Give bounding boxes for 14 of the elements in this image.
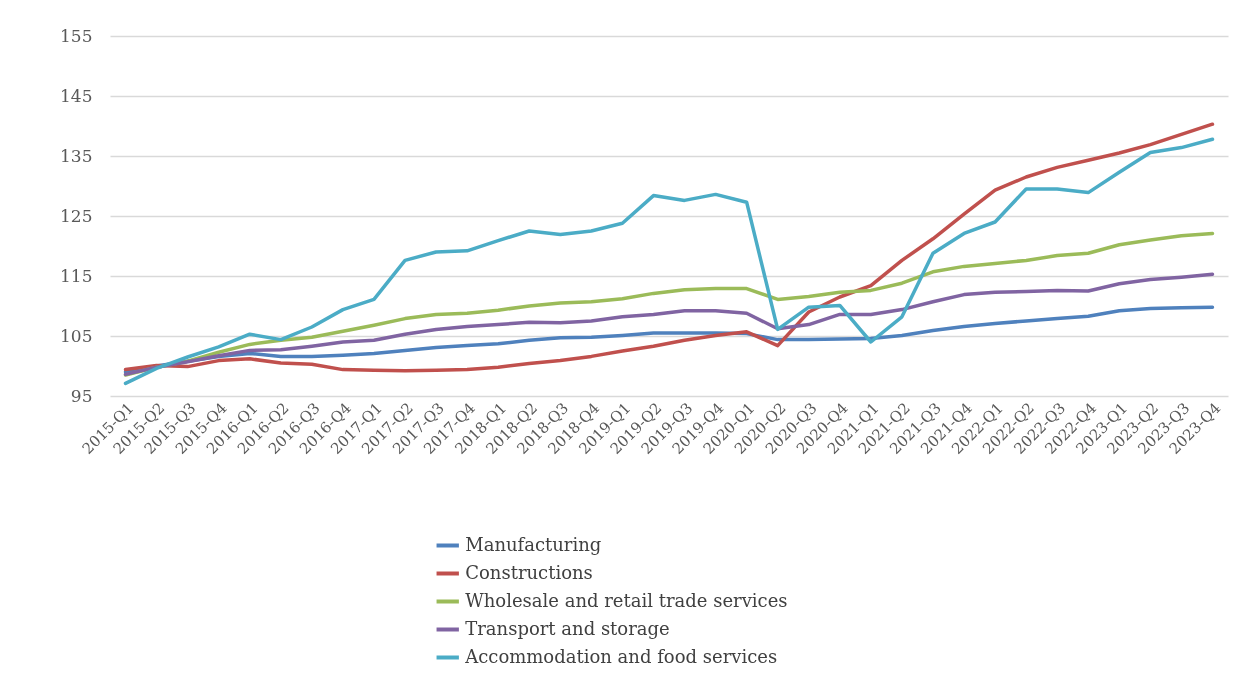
y-tick-label: 95 [70,385,93,406]
y-tick-label: 115 [60,265,93,286]
legend-label: Wholesale and retail trade services [465,589,788,611]
y-tick-label: 145 [60,85,93,106]
legend-label: Accommodation and food services [464,645,778,667]
legend-label: Transport and storage [465,617,670,639]
y-tick-label: 135 [60,145,93,166]
legend-label: Manufacturing [465,533,602,555]
line-series [123,231,1215,377]
legend-label: Constructions [465,561,593,583]
line-series [123,272,1215,377]
y-tick-label: 125 [60,205,93,226]
y-tick-label: 155 [60,25,93,46]
y-tick-label: 105 [60,325,93,346]
